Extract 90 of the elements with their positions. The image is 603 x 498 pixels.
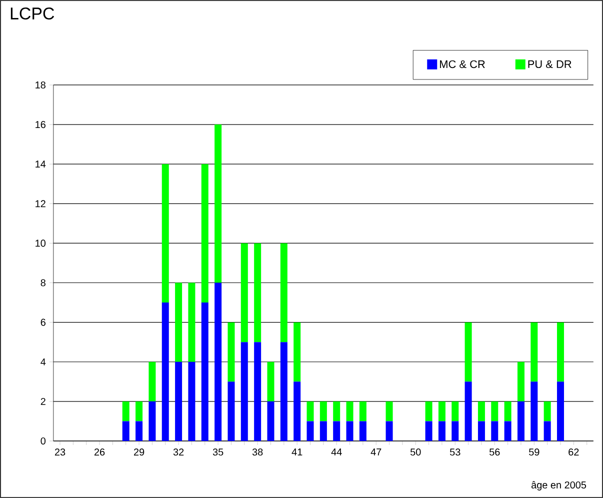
bar bbox=[491, 401, 498, 422]
bar bbox=[148, 362, 156, 402]
bar bbox=[214, 282, 222, 441]
bar bbox=[228, 382, 235, 441]
bar bbox=[240, 243, 248, 342]
y-tick-label: 12 bbox=[36, 200, 46, 208]
bar bbox=[544, 421, 551, 441]
bar bbox=[162, 164, 169, 303]
y-tick-label: 8 bbox=[40, 279, 46, 286]
bar bbox=[438, 421, 446, 441]
bar bbox=[359, 401, 366, 422]
bar bbox=[201, 302, 208, 441]
bar bbox=[346, 401, 354, 422]
bar bbox=[228, 322, 235, 382]
x-tick-label: 62 bbox=[568, 448, 579, 456]
bar bbox=[294, 322, 301, 382]
bar bbox=[478, 401, 485, 422]
bar bbox=[267, 401, 274, 441]
x-tick-label: 35 bbox=[212, 448, 224, 456]
y-tick-label: 6 bbox=[40, 318, 46, 326]
bar bbox=[294, 382, 301, 441]
x-tick-label: 47 bbox=[370, 448, 382, 456]
bar bbox=[530, 322, 538, 382]
x-tick-label: 26 bbox=[94, 448, 105, 456]
bar bbox=[504, 401, 512, 422]
bar bbox=[425, 401, 432, 422]
y-tick-label: 14 bbox=[36, 160, 46, 168]
bar bbox=[320, 421, 327, 441]
x-tick-label: 59 bbox=[529, 448, 540, 456]
bar bbox=[175, 282, 182, 362]
y-tick-label: 2 bbox=[40, 398, 46, 405]
bar bbox=[517, 362, 524, 402]
x-tick-label: 29 bbox=[134, 448, 144, 456]
bar bbox=[306, 421, 314, 441]
x-tick-label: 32 bbox=[173, 448, 184, 456]
x-tick-label: 53 bbox=[450, 448, 460, 456]
y-tick-label: 18 bbox=[36, 81, 46, 89]
bar bbox=[136, 421, 143, 441]
bar bbox=[556, 322, 564, 382]
bar bbox=[386, 401, 393, 422]
x-tick-label: 56 bbox=[490, 448, 500, 456]
bar bbox=[280, 342, 288, 441]
x-tick-label: 38 bbox=[252, 448, 263, 456]
x-tick-label: 44 bbox=[331, 448, 342, 456]
bar bbox=[122, 401, 130, 422]
bar bbox=[201, 164, 208, 303]
bar bbox=[491, 421, 498, 441]
bar bbox=[320, 401, 327, 422]
y-tick-label: 10 bbox=[36, 240, 46, 247]
bar bbox=[254, 243, 262, 342]
bar bbox=[464, 382, 472, 441]
bar bbox=[280, 243, 288, 342]
y-tick-label: 16 bbox=[36, 121, 46, 128]
bar bbox=[188, 282, 196, 362]
bar bbox=[556, 382, 564, 441]
bar bbox=[504, 421, 512, 441]
bar bbox=[359, 421, 366, 441]
bar bbox=[306, 401, 314, 422]
x-tick-label: 23 bbox=[54, 448, 66, 456]
x-axis-title: âge en 2005 bbox=[532, 481, 586, 490]
bar bbox=[175, 362, 182, 441]
chart-title: LCPC bbox=[10, 8, 54, 20]
bar bbox=[333, 401, 340, 422]
y-tick-label: 4 bbox=[40, 358, 46, 366]
bar bbox=[425, 421, 432, 441]
bar bbox=[188, 362, 196, 441]
x-tick-label: 41 bbox=[292, 448, 302, 456]
y-tick-label: 0 bbox=[40, 437, 46, 445]
bar bbox=[122, 421, 130, 441]
bar bbox=[452, 421, 459, 441]
bar bbox=[162, 302, 169, 441]
bar bbox=[136, 401, 143, 422]
bar bbox=[148, 401, 156, 441]
bar bbox=[267, 362, 274, 402]
legend-label: PU & DR bbox=[528, 60, 572, 68]
x-tick-label: 50 bbox=[410, 448, 421, 456]
bar bbox=[386, 421, 393, 441]
bar bbox=[517, 401, 524, 441]
bar bbox=[214, 124, 222, 283]
bar bbox=[464, 322, 472, 382]
bar bbox=[333, 421, 340, 441]
bar bbox=[438, 401, 446, 422]
bar bbox=[346, 421, 354, 441]
legend-label: MC & CR bbox=[440, 60, 485, 68]
bar bbox=[530, 382, 538, 441]
bar bbox=[240, 342, 248, 441]
bar bbox=[254, 342, 262, 441]
bar bbox=[452, 401, 459, 422]
bar bbox=[544, 401, 551, 422]
bar bbox=[478, 421, 485, 441]
